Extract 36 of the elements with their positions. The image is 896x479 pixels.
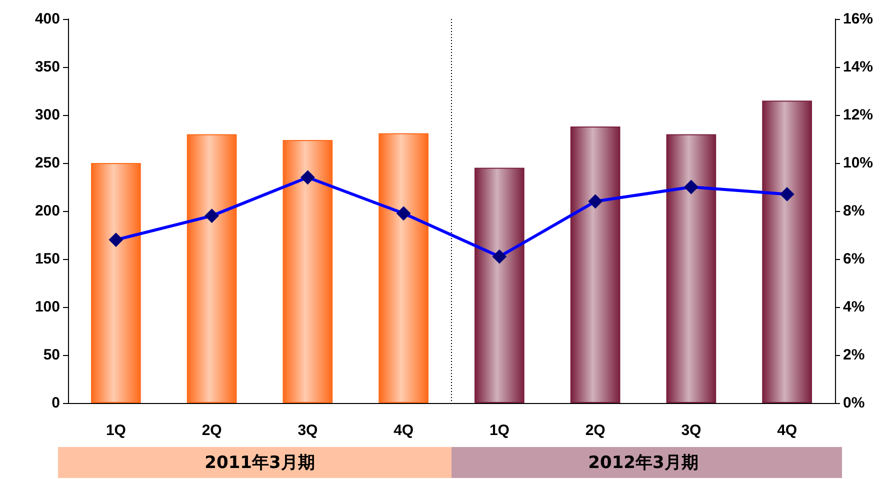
y2-tick-label: 2% <box>843 346 865 364</box>
y-tick-label: 0 <box>52 394 60 412</box>
y2-tick-label: 12% <box>843 106 874 124</box>
x-tick-label: 3Q <box>681 422 702 439</box>
bar <box>666 134 716 403</box>
bar <box>91 163 141 403</box>
bar <box>378 133 428 403</box>
y2-tick-label: 4% <box>843 298 865 316</box>
x-tick-label: 2Q <box>585 422 606 439</box>
y-tick-label: 250 <box>34 154 60 172</box>
x-tick-label: 1Q <box>106 422 126 439</box>
y-tick-label: 150 <box>34 250 60 268</box>
y2-tick-label: 8% <box>843 202 865 220</box>
y2-tick-label: 6% <box>843 250 865 268</box>
bar <box>762 100 812 403</box>
y-tick-label: 100 <box>34 298 60 316</box>
bar <box>282 140 333 403</box>
x-tick-label: 2Q <box>202 422 222 439</box>
x-tick-label: 4Q <box>394 422 414 439</box>
x-tick-label: 1Q <box>489 422 510 439</box>
bar <box>474 168 524 403</box>
x-tick-label: 3Q <box>298 422 318 439</box>
y-tick-label: 300 <box>34 106 60 124</box>
y2-tick-label: 14% <box>843 58 874 76</box>
y-tick-label: 200 <box>34 202 60 220</box>
y2-tick-label: 0% <box>843 394 865 412</box>
y2-tick-label: 16% <box>843 10 874 28</box>
y-tick-label: 400 <box>34 10 60 28</box>
y-tick-label: 350 <box>34 58 60 76</box>
x-tick-label: 4Q <box>777 422 798 439</box>
bar <box>570 126 620 403</box>
y2-tick-label: 10% <box>843 154 874 172</box>
text: 2012年3月期 <box>588 453 698 473</box>
bar <box>186 134 237 403</box>
y-tick-label: 50 <box>43 346 60 364</box>
text: 2011年3月期 <box>204 453 315 473</box>
